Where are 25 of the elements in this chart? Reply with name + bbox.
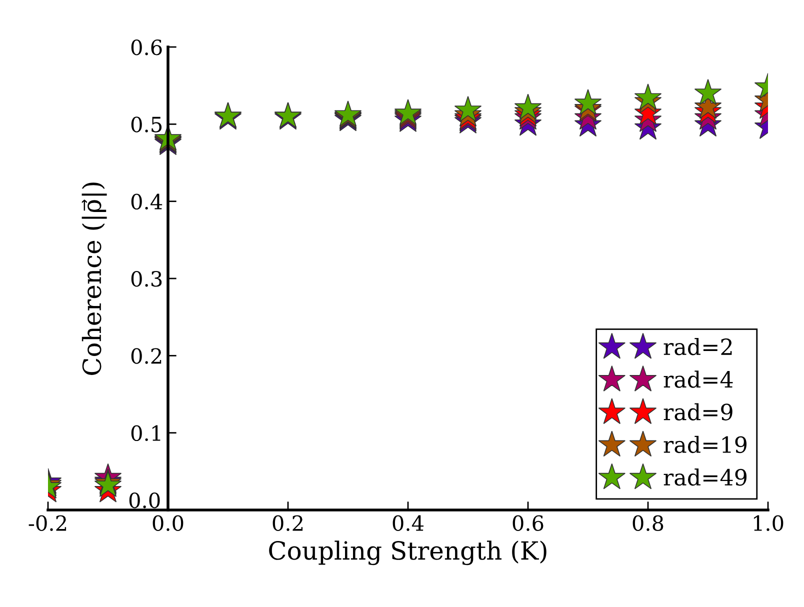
y-tick-label: 0.5 <box>131 116 162 132</box>
x-tick-label: 0.0 <box>152 515 184 531</box>
point <box>514 94 542 120</box>
y-tick-label: 0.6 <box>131 39 162 56</box>
y-tick-label: 0.1 <box>131 425 160 442</box>
x-tick-label: 1.0 <box>754 515 784 531</box>
y-tick-label: 0.3 <box>131 270 162 287</box>
x-tick-label: 0.2 <box>272 515 303 531</box>
point <box>454 96 482 122</box>
y-tick-label: 0.0 <box>129 492 160 508</box>
x-tick-label: 0.4 <box>392 515 424 531</box>
x-tick-label: 0.8 <box>632 515 664 531</box>
legend-label: rad=2 <box>664 338 732 356</box>
x-tick-label: 0.6 <box>512 515 544 531</box>
legend-label: rad=9 <box>664 403 732 420</box>
legend-label: rad=4 <box>664 370 733 388</box>
y-axis-title: Coherence (|ρ⃗|) <box>82 182 107 375</box>
x-axis-title: Coupling Strength (K) <box>269 540 546 566</box>
y-tick-label: 0.2 <box>131 348 162 364</box>
legend-label: rad=49 <box>664 468 746 486</box>
point <box>694 78 722 105</box>
y-tick-label: 0.4 <box>131 194 162 210</box>
point <box>574 89 602 115</box>
legend-label: rad=19 <box>664 436 746 454</box>
x-tick-label: -0.2 <box>28 515 66 531</box>
